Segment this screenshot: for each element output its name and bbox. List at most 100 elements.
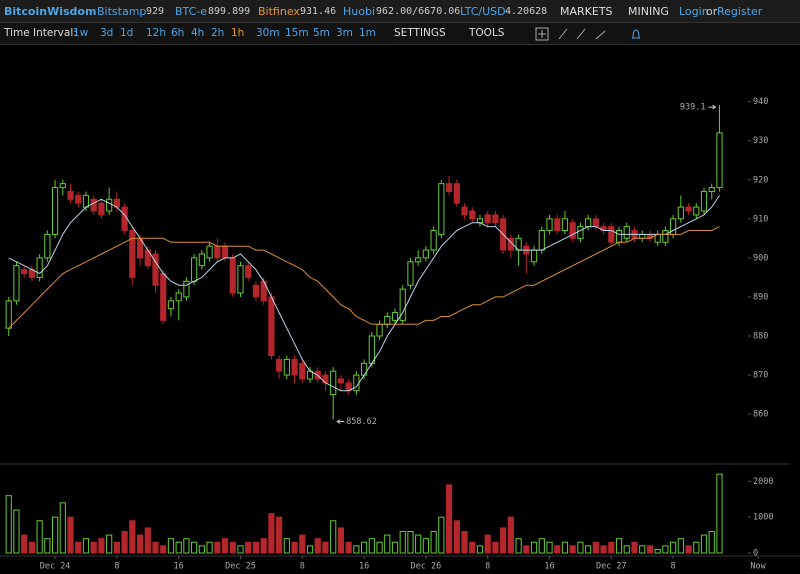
interval-button[interactable]: 1h: [231, 27, 245, 39]
volume-bar: [183, 538, 190, 554]
volume-bar: [345, 541, 352, 554]
ticker-name[interactable]: Huobi: [343, 5, 376, 18]
register-link[interactable]: Register: [717, 5, 763, 18]
candle-body: [175, 292, 182, 302]
interval-button[interactable]: 15m: [285, 27, 309, 39]
interval-button[interactable]: 3m: [336, 27, 353, 39]
brand[interactable]: BitcoinWisdom: [4, 5, 97, 18]
volume-bar: [113, 541, 120, 554]
volume-bar: [129, 520, 136, 554]
volume-bar: [430, 531, 437, 554]
volume-bar: [685, 545, 692, 554]
candle-body: [708, 187, 715, 192]
ticker-name[interactable]: Bitfinex: [258, 5, 300, 18]
volume-bar: [677, 538, 684, 554]
interval-button[interactable]: 6h: [171, 27, 185, 39]
volume-bar: [399, 531, 406, 554]
volume-bar: [152, 541, 159, 554]
x-tick-label: Dec 25: [225, 562, 256, 572]
interval-button[interactable]: 1m: [359, 27, 376, 39]
high-annotation: 939.1: [680, 103, 706, 113]
candle-body: [407, 261, 414, 286]
volume-bar: [708, 531, 715, 554]
candle-body: [291, 358, 298, 376]
candle-body: [670, 218, 677, 235]
volume-bar: [530, 541, 538, 554]
tools-menu[interactable]: TOOLS: [469, 27, 505, 39]
candle-body: [191, 257, 198, 282]
candle-body: [716, 132, 723, 189]
x-tick-label: Now: [750, 562, 766, 572]
volume-bar: [144, 527, 151, 554]
interval-button[interactable]: 3d: [100, 27, 114, 39]
x-tick-label: 8: [671, 562, 676, 572]
ticker-price: 929: [146, 6, 165, 17]
candle-body: [608, 226, 615, 243]
interval-button[interactable]: 5m: [313, 27, 330, 39]
volume-bar: [167, 538, 175, 554]
volume-bar: [546, 541, 553, 554]
ticker-price: 899.899: [208, 6, 251, 17]
candle-body: [51, 187, 59, 235]
candle-body: [214, 245, 221, 259]
candle-body: [592, 218, 599, 228]
ticker-name[interactable]: LTC/USD: [460, 5, 506, 18]
crosshair-icon[interactable]: [535, 27, 549, 41]
candle-body: [36, 257, 43, 278]
candle-body: [268, 296, 275, 357]
interval-button[interactable]: 4h: [191, 27, 205, 39]
header: BitcoinWisdom Bitstamp 929 BTC-e 899.899…: [0, 0, 800, 23]
candle-body: [484, 214, 491, 224]
interval-button[interactable]: 1d: [120, 27, 134, 39]
volume-bar: [260, 538, 267, 554]
candle-body: [330, 370, 337, 396]
candle-body: [299, 362, 306, 380]
volume-bar: [631, 541, 638, 554]
settings-menu[interactable]: SETTINGS: [394, 27, 446, 39]
moving-average: [8, 226, 720, 329]
ray-icon[interactable]: [576, 28, 586, 40]
ticker-name[interactable]: BTC-e: [175, 5, 208, 18]
y-tick-label: 900: [753, 253, 768, 263]
candle-body: [90, 198, 97, 212]
volume-bar: [252, 541, 260, 554]
volume-bar: [500, 527, 507, 554]
y-tick-label: 920: [753, 175, 768, 185]
annotation-arrow: [336, 419, 345, 424]
y-tick-label: 880: [753, 332, 768, 342]
line-icon[interactable]: [558, 28, 568, 40]
volume-bar: [438, 516, 445, 554]
alert-icon[interactable]: [632, 29, 640, 39]
x-tick-label: 16: [544, 562, 554, 572]
volume-bar: [221, 538, 229, 554]
candle-body: [229, 257, 236, 294]
candle-body: [121, 206, 128, 232]
candle-body: [106, 198, 113, 212]
interval-button[interactable]: 1w: [73, 27, 89, 39]
interval-button[interactable]: 30m: [256, 27, 280, 39]
login-link[interactable]: Login: [679, 5, 709, 18]
volume-bar: [554, 545, 561, 554]
candle-body: [384, 315, 391, 325]
x-tick-label: Dec 24: [40, 562, 71, 572]
volume-bar: [98, 538, 105, 554]
volume-bar: [90, 541, 97, 554]
fib-icon[interactable]: [595, 30, 606, 40]
toolbar-icons: [535, 27, 640, 41]
candle-body: [422, 249, 430, 259]
menu[interactable]: MINING: [628, 5, 669, 18]
candle-body: [237, 265, 244, 294]
interval-button[interactable]: 12h: [146, 27, 167, 39]
candle-body: [662, 230, 669, 243]
candle-body: [75, 194, 82, 204]
volume-bar: [314, 538, 321, 554]
menu[interactable]: MARKETS: [560, 5, 613, 18]
volume-bar: [5, 495, 12, 554]
candle-body: [391, 312, 399, 321]
ticker-name[interactable]: Bitstamp: [97, 5, 147, 18]
volume-bar: [214, 541, 221, 554]
volume-bar: [623, 545, 630, 554]
interval-button[interactable]: 2h: [211, 27, 225, 39]
